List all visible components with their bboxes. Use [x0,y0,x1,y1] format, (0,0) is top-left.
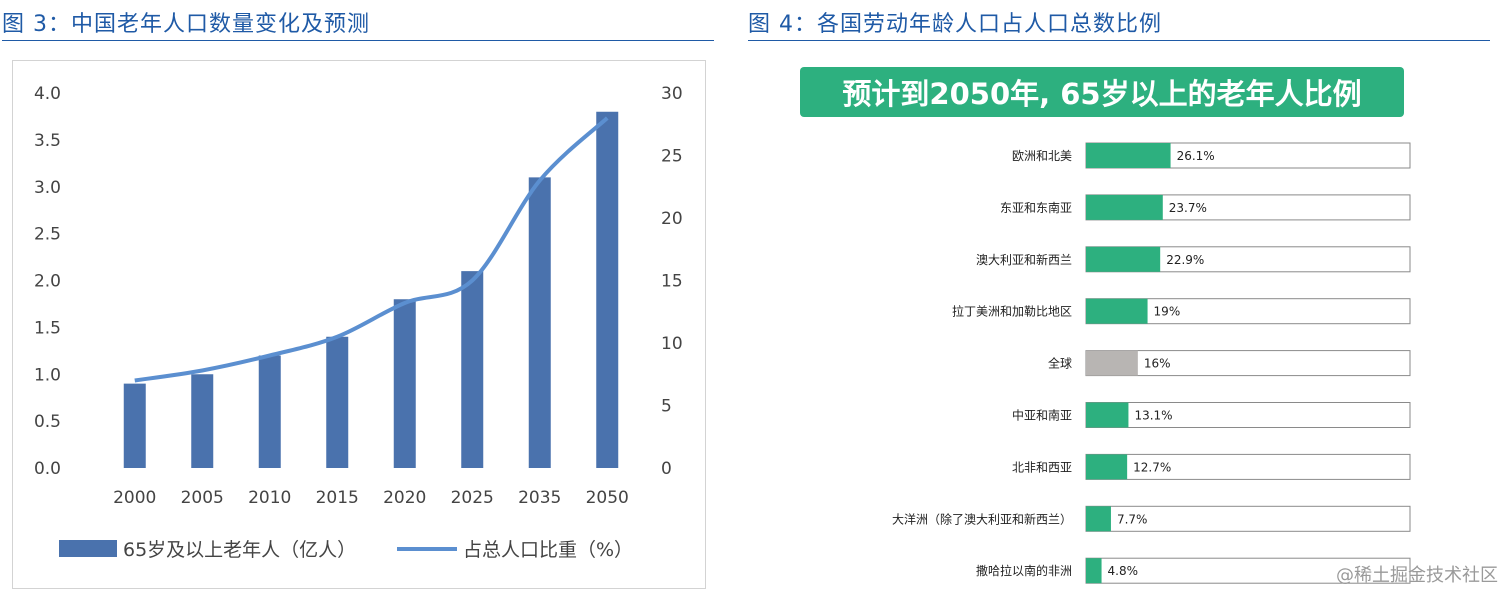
y-left-tick-label: 3.0 [34,178,61,198]
y-right-tick-label: 5 [661,397,672,417]
y-right-tick-label: 30 [661,84,683,104]
series-line-ratio [134,116,609,383]
watermark: @稀土掘金技术社区 [1336,565,1498,586]
hbar-大洋洲（除了澳大利亚和新西兰） [1086,506,1111,532]
bar-2000 [123,383,146,468]
hbar-value-label: 22.9% [1166,253,1204,267]
hbar-category-label: 北非和西亚 [1012,460,1072,474]
fig3-title: 图 3：中国老年人口数量变化及预测 [2,12,370,37]
x-tick-label: 2025 [451,488,494,508]
fig3-combo-chart: 0.00.51.01.52.02.53.03.54.00510152025302… [34,84,683,561]
hbar-北非和西亚 [1086,454,1128,480]
hbar-track [1085,350,1411,377]
fig4-banner: 预计到2050年, 65岁以上的老年人比例 [800,67,1404,117]
hbar-value-label: 12.7% [1133,460,1171,474]
y-left-tick-label: 2.5 [34,225,61,245]
x-tick-label: 2000 [113,488,156,508]
hbar-拉丁美洲和加勒比地区 [1086,298,1148,324]
hbar-track [1085,453,1411,480]
y-left-tick-label: 1.0 [34,365,61,385]
fig3-title-rule [2,40,714,41]
fig4-title-rule [748,40,1490,41]
hbar-东亚和东南亚 [1086,194,1163,220]
bar-2035 [528,177,551,468]
y-right-tick-label: 10 [661,334,683,354]
y-left-tick-label: 0.5 [34,412,61,432]
hbar-撒哈拉以南的非洲 [1086,558,1102,584]
bar-2005 [191,374,214,468]
fig4-title: 图 4：各国劳动年龄人口占人口总数比例 [748,12,1162,37]
hbar-欧洲和北美 [1086,143,1171,168]
hbar-track [1085,557,1411,584]
hbar-category-label: 全球 [1048,356,1072,371]
x-tick-label: 2050 [586,488,629,508]
legend-bar-swatch [59,540,117,557]
y-right-tick-label: 25 [661,147,683,167]
hbar-track [1085,505,1411,532]
y-right-tick-label: 15 [661,272,683,292]
hbar-category-label: 澳大利亚和新西兰 [976,252,1072,267]
hbar-value-label: 26.1% [1177,149,1215,163]
y-left-tick-label: 2.0 [34,272,61,292]
y-right-tick-label: 0 [661,459,672,479]
x-tick-label: 2015 [316,488,359,508]
x-tick-label: 2020 [383,488,426,508]
hbar-value-label: 7.7% [1117,512,1148,526]
y-left-tick-label: 1.5 [34,318,61,338]
hbar-category-label: 大洋洲（除了澳大利亚和新西兰） [892,511,1072,526]
hbar-track [1085,402,1411,428]
bar-2015 [326,336,349,468]
y-right-tick-label: 20 [661,209,683,229]
hbar-category-label: 欧洲和北美 [1012,149,1072,163]
hbar-value-label: 19% [1154,305,1181,319]
fig4-hbar-chart: 26.1% 欧洲和北美 23.7% 东亚和东南亚 22.9% 澳大利亚和新西兰 19% 拉丁美… [892,142,1411,584]
bar-2025 [461,271,484,468]
x-tick-label: 2035 [518,488,561,508]
bar-2050 [596,111,619,468]
x-tick-label: 2010 [248,488,291,508]
x-tick-label: 2005 [181,488,224,508]
hbar-澳大利亚和新西兰 [1086,246,1161,272]
legend-line-label: 占总人口比重（%） [463,539,633,561]
hbar-category-label: 中亚和南亚 [1012,408,1072,423]
bar-2020 [393,299,416,468]
hbar-category-label: 拉丁美洲和加勒比地区 [952,304,1072,319]
hbar-category-label: 东亚和东南亚 [1000,200,1072,215]
hbar-中亚和南亚 [1086,402,1129,428]
hbar-value-label: 23.7% [1169,201,1207,215]
hbar-category-label: 撒哈拉以南的非洲 [976,563,1072,578]
hbar-value-label: 16% [1144,357,1171,371]
hbar-全球 [1086,350,1138,376]
bar-2010 [258,355,281,468]
hbar-value-label: 13.1% [1134,409,1172,423]
legend-bar-label: 65岁及以上老年人（亿人） [123,539,356,561]
hbar-value-label: 4.8% [1108,564,1139,578]
fig3-chart-panel: 0.0 0.5 1.0 1.5 2.0 2.5 3.0 3.5 4.0 0 5 10 15 20 25 30 2… [12,60,706,589]
y-left-tick-label: 3.5 [34,131,61,151]
y-left-tick-label: 0.0 [34,459,61,479]
y-left-tick-label: 4.0 [34,84,61,104]
